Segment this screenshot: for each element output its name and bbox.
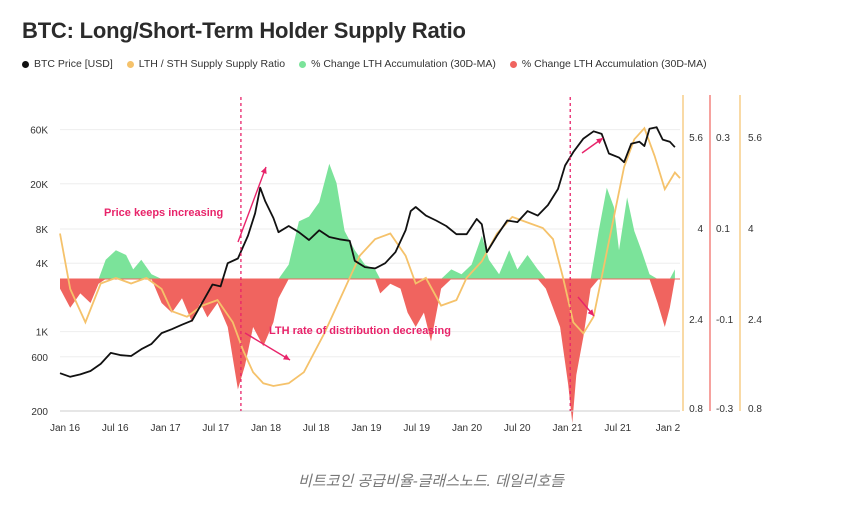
x-tick-7: Jul 19	[403, 423, 430, 434]
y-price-tick-0: 60K	[30, 126, 48, 137]
arrow-distribution-2021-head	[587, 309, 594, 316]
accumulation-negative-area	[60, 279, 675, 423]
y-price-tick-6: 200	[31, 407, 48, 418]
x-tick-9: Jul 20	[504, 423, 531, 434]
arrow-price-2017-head	[260, 167, 267, 174]
x-tick-2: Jan 17	[150, 423, 180, 434]
image-caption: 비트코인 공급비율-글래스노드. 데일리호들	[298, 473, 564, 490]
y-change-tick-1: 0.1	[716, 224, 730, 235]
legend-btc-price-swatch	[22, 60, 29, 68]
y-change-tick-3: -0.3	[716, 404, 734, 415]
arrow-price-2021-head	[596, 138, 603, 145]
x-tick-3: Jul 17	[202, 423, 229, 434]
y-price-tick-1: 20K	[30, 180, 48, 191]
y-change-tick-2: -0.1	[716, 315, 734, 326]
legend-accumulation-positive-label: % Change LTH Accumulation (30D-MA)	[311, 58, 496, 70]
y-ratio-tick-left-3: 0.8	[689, 404, 703, 415]
annotation-distribution-decreasing: LTH rate of distribution decreasing	[269, 325, 451, 337]
legend-lth-sth-ratio-swatch	[126, 60, 134, 68]
y-price-tick-2: 8K	[36, 225, 49, 236]
x-tick-6: Jan 19	[351, 423, 381, 434]
accumulation-positive-area	[60, 163, 675, 279]
legend-accumulation-negative[interactable]: % Change LTH Accumulation (30D-MA)	[509, 58, 707, 70]
y-price-tick-3: 4K	[36, 259, 49, 270]
x-tick-12: Jan 2	[656, 423, 681, 434]
legend-btc-price-label: BTC Price [USD]	[34, 58, 113, 70]
x-tick-10: Jan 21	[552, 423, 582, 434]
x-tick-4: Jan 18	[251, 423, 281, 434]
y-price-tick-5: 600	[31, 353, 48, 364]
annotation-price-increasing: Price keeps increasing	[104, 207, 223, 219]
legend-accumulation-negative-swatch	[509, 60, 517, 68]
arrow-distribution-2017-shaft	[244, 332, 291, 361]
y-ratio-tick-left-0: 5.6	[689, 133, 703, 144]
x-tick-11: Jul 21	[604, 423, 631, 434]
y-ratio-tick-right-2: 2.4	[748, 315, 762, 326]
y-ratio-tick-left-1: 4	[697, 224, 703, 235]
legend-lth-sth-ratio[interactable]: LTH / STH Supply Supply Ratio	[126, 58, 286, 70]
chart-title: BTC: Long/Short-Term Holder Supply Ratio	[22, 18, 466, 43]
accumulation-area-series	[60, 163, 680, 423]
x-tick-5: Jul 18	[303, 423, 330, 434]
lth-sth-ratio-series	[59, 126, 681, 387]
btc-price-series	[59, 126, 676, 378]
legend-accumulation-positive-swatch	[299, 60, 307, 68]
y-change-tick-0: 0.3	[716, 133, 730, 144]
y-price-tick-4: 1K	[36, 328, 49, 339]
legend-btc-price[interactable]: BTC Price [USD]	[22, 58, 113, 70]
lth-sth-ratio-line	[59, 126, 681, 387]
legend-accumulation-positive[interactable]: % Change LTH Accumulation (30D-MA)	[299, 58, 496, 70]
chart-legend: BTC Price [USD] LTH / STH Supply Supply …	[22, 58, 707, 70]
arrow-price-2017-shaft	[237, 166, 267, 243]
x-tick-0: Jan 16	[50, 423, 80, 434]
y-ratio-tick-left-2: 2.4	[689, 315, 703, 326]
legend-lth-sth-ratio-label: LTH / STH Supply Supply Ratio	[138, 58, 286, 70]
x-tick-8: Jan 20	[452, 423, 482, 434]
arrow-distribution-2017-head	[283, 354, 290, 360]
annotations: Price keeps increasing LTH rate of distri…	[104, 97, 604, 411]
y-ratio-tick-right-3: 0.8	[748, 404, 762, 415]
y-ratio-tick-right-0: 5.6	[748, 133, 762, 144]
btc-price-line	[59, 126, 676, 378]
y-ratio-tick-right-1: 4	[748, 224, 754, 235]
x-tick-1: Jul 16	[102, 423, 129, 434]
legend-accumulation-negative-label: % Change LTH Accumulation (30D-MA)	[521, 58, 707, 70]
